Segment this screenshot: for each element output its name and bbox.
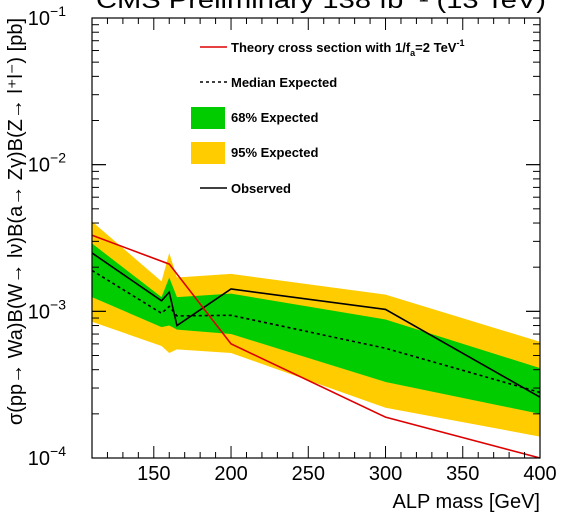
limit-lines [91,234,541,459]
x-axis-title: ALP mass [GeV] [393,491,540,513]
expected-bands [92,221,540,437]
legend-95-swatch [191,142,225,164]
legend-68-swatch [191,107,225,129]
y-tick-label: 10−1 [28,3,66,30]
x-tick-label: 300 [369,463,402,485]
band-68-expected [92,243,540,414]
x-tick-label: 200 [214,463,247,485]
y-tick-label: 10−2 [28,150,66,177]
legend-95-label: 95% Expected [231,145,318,160]
line-theory [91,234,541,459]
axis-tick-labels: 150 200 250 300 350 400 10−4 10−3 10−2 10−1 [28,3,557,485]
chart-title: CMS Preliminary 138 fb⁻¹ (13 TeV) [96,0,546,14]
y-axis-title: σ(pp→ Wa)B(W→ lν)B(a→ Zγ)B(Z→ l⁺l⁻) [pb] [5,18,27,425]
x-tick-label: 150 [137,463,170,485]
line-median-expected [91,269,541,394]
x-tick-label: 350 [446,463,479,485]
legend-median-label: Median Expected [231,75,337,90]
legend-observed-label: Observed [231,181,291,196]
y-tick-label: 10−4 [28,443,66,470]
axis-ticks [91,17,541,459]
line-observed [91,252,541,398]
x-tick-label: 250 [292,463,325,485]
x-tick-label: 400 [523,463,556,485]
legend-68-label: 68% Expected [231,110,318,125]
legend-theory-label: Theory cross section with 1/fa=2 TeV-1 [231,38,465,58]
plot-frame [91,17,541,459]
y-tick-label: 10−3 [28,296,66,323]
legend: Theory cross section with 1/fa=2 TeV-1 Me… [191,38,465,196]
